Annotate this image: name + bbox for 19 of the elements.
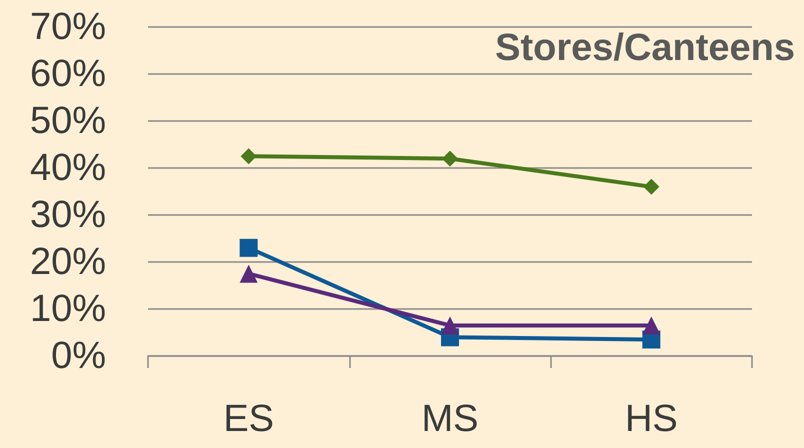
point: [643, 178, 660, 195]
y-tick-label: 10%: [30, 288, 106, 330]
y-tick-label: 20%: [30, 241, 106, 283]
point: [642, 316, 660, 334]
point: [240, 264, 258, 283]
point: [442, 150, 458, 167]
y-tick-label: 50%: [30, 100, 106, 142]
y-tick-label: 40%: [30, 147, 106, 189]
y-tick-label: 60%: [30, 53, 106, 95]
y-tick-label: 0%: [51, 335, 106, 377]
y-tick-label: 30%: [30, 194, 106, 236]
point: [240, 148, 257, 164]
point: [441, 316, 459, 334]
chart-title: Stores/Canteens: [495, 27, 796, 69]
y-tick-label: 70%: [30, 6, 106, 48]
x-tick-label: HS: [624, 398, 678, 440]
x-tick-label: ES: [223, 398, 274, 440]
x-tick-label: MS: [422, 398, 478, 440]
point: [240, 238, 258, 257]
